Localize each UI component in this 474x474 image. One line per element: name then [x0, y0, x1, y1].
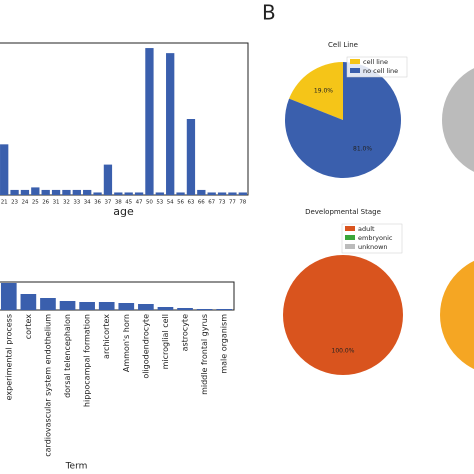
bar: [83, 189, 92, 195]
x-tick-label: 32: [63, 200, 70, 206]
bar: [207, 192, 216, 195]
bar: [114, 192, 123, 195]
x-tick-label: archicortex: [102, 314, 111, 359]
bar: [196, 309, 213, 310]
x-tick-label: 54: [167, 200, 174, 206]
x-tick-label: 63: [187, 200, 194, 206]
bar: [145, 48, 154, 195]
x-tick-label: 25: [32, 200, 39, 206]
bar: [79, 302, 95, 310]
legend-label: embryonic: [358, 234, 393, 242]
bar: [103, 164, 113, 195]
cropped-pie: [440, 260, 474, 370]
bar: [186, 119, 196, 195]
x-tick-label: 78: [239, 200, 246, 206]
value-label: 19.0%: [314, 88, 333, 95]
x-tick-label: 21: [1, 200, 8, 206]
x-tick-label: 38: [115, 200, 122, 206]
x-tick-label: 67: [208, 200, 215, 206]
x-tick-label: 47: [136, 200, 143, 206]
x-tick-label: 34: [84, 200, 91, 206]
x-tick-label: 26: [42, 200, 49, 206]
bar: [59, 301, 76, 310]
plot-frame: [0, 281, 235, 311]
x-tick-label: 24: [21, 200, 28, 206]
bar: [41, 189, 50, 195]
bar: [177, 308, 193, 310]
x-tick-label: dorsal telencephalon: [63, 314, 72, 398]
legend-label: no cell line: [363, 67, 398, 75]
bar: [98, 302, 115, 310]
value-label: 100.0%: [332, 348, 355, 355]
bar: [157, 307, 174, 310]
bar: [93, 192, 102, 195]
bar: [155, 192, 164, 195]
pie-title: Developmental Stage: [305, 208, 381, 216]
bar: [31, 187, 40, 195]
x-axis-label: Term: [65, 462, 88, 472]
x-tick-label: 73: [219, 200, 226, 206]
x-tick-label: 37: [104, 200, 111, 206]
pie-slice: [283, 255, 403, 375]
value-label: 81.0%: [353, 145, 372, 152]
bar: [228, 192, 237, 195]
bar: [238, 192, 247, 195]
bar: [118, 303, 135, 310]
x-tick-label: male organism: [220, 314, 229, 374]
x-tick-label: 56: [177, 200, 184, 206]
bar: [216, 309, 233, 310]
panel-label: B: [262, 1, 276, 25]
bar: [0, 144, 9, 195]
cropped-pie: [442, 68, 474, 172]
legend-swatch: [345, 244, 355, 249]
bar: [138, 304, 154, 310]
bar: [124, 192, 133, 195]
x-tick-label: 23: [11, 200, 18, 206]
legend-swatch: [350, 68, 360, 73]
bar: [217, 192, 227, 195]
x-tick-label: 33: [73, 200, 80, 206]
bar: [62, 189, 71, 195]
legend-box: [346, 56, 408, 78]
bar: [197, 189, 206, 195]
legend-swatch: [345, 235, 355, 240]
x-axis-label: age: [113, 205, 134, 218]
bar: [20, 294, 37, 310]
legend-label: adult: [358, 225, 375, 233]
pie-slice: [285, 62, 402, 179]
x-tick-label: hippocampal formation: [83, 314, 92, 407]
x-tick-label: oligodendrocyte: [141, 314, 150, 379]
pie-slice: [289, 62, 343, 120]
legend-label: cell line: [363, 58, 388, 66]
x-tick-label: 66: [198, 200, 205, 206]
bar: [51, 189, 61, 195]
legend-label: unknown: [358, 243, 388, 251]
pie-title: Cell Line: [328, 41, 358, 49]
bar: [20, 189, 30, 195]
bar: [72, 189, 81, 195]
bar: [0, 283, 17, 310]
x-tick-label: 77: [229, 200, 236, 206]
x-tick-label: Ammon's horn: [122, 314, 131, 372]
plot-frame: [0, 42, 249, 196]
legend-swatch: [350, 59, 360, 64]
x-tick-label: cortex: [24, 314, 33, 340]
x-tick-label: microglial cell: [161, 314, 170, 369]
bar: [166, 53, 175, 196]
x-tick-label: 45: [125, 200, 132, 206]
x-tick-label: experimental process: [4, 314, 13, 400]
x-tick-label: astrocyte: [181, 314, 190, 351]
bar: [176, 192, 185, 195]
x-tick-label: 50: [146, 200, 153, 206]
x-tick-label: 31: [53, 200, 60, 206]
x-tick-label: 36: [94, 200, 101, 206]
x-tick-label: cardiovascular system endothelium: [43, 314, 52, 457]
x-tick-label: middle frontal gyrus: [200, 314, 209, 395]
legend-swatch: [345, 226, 355, 231]
bar: [10, 189, 19, 195]
x-tick-label: 53: [156, 200, 163, 206]
bar: [40, 298, 56, 310]
bar: [134, 192, 144, 195]
